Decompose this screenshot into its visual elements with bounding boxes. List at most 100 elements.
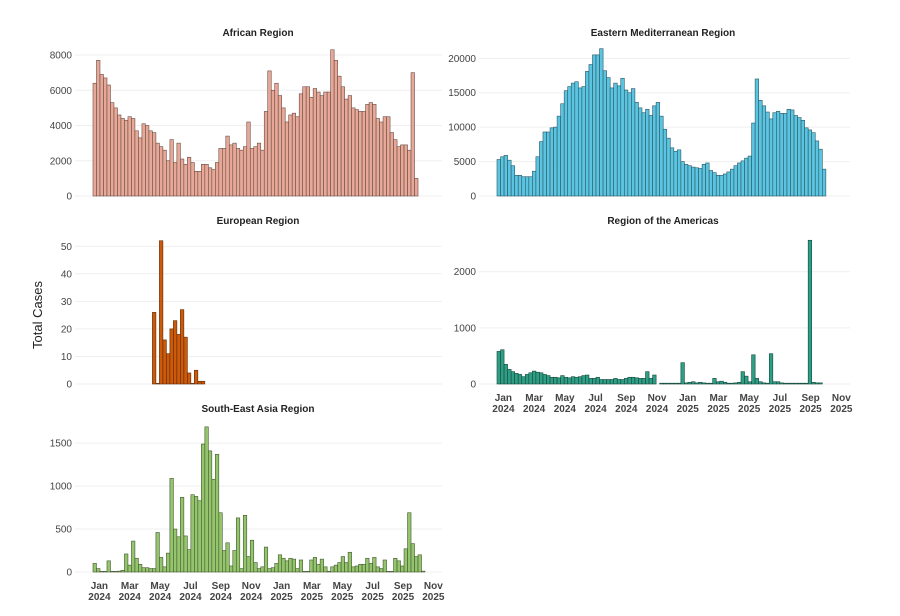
y-tick-label: 40 xyxy=(61,269,73,280)
bar xyxy=(201,443,206,573)
bar xyxy=(235,148,241,197)
y-tick-label: 6000 xyxy=(50,86,73,97)
bar xyxy=(783,113,788,197)
bar xyxy=(337,75,342,197)
bar xyxy=(288,557,293,573)
bar xyxy=(263,546,269,573)
bar xyxy=(503,155,508,197)
bar xyxy=(99,571,104,573)
bar xyxy=(190,383,195,385)
bar xyxy=(694,167,699,197)
bar xyxy=(183,163,188,197)
y-tick-label: 50 xyxy=(61,242,73,253)
x-tick-label: 2024 xyxy=(554,404,577,415)
bar xyxy=(800,382,805,385)
bar xyxy=(194,369,199,385)
bar xyxy=(761,382,767,385)
bar xyxy=(187,549,192,573)
bar xyxy=(616,85,622,197)
x-tick-label: 2024 xyxy=(210,592,233,603)
bar xyxy=(263,111,269,197)
x-tick-label: May xyxy=(555,393,575,404)
bar xyxy=(570,82,576,197)
bar xyxy=(726,382,731,385)
bar xyxy=(379,568,384,573)
bar xyxy=(389,571,394,573)
bar xyxy=(524,176,530,197)
bar xyxy=(204,426,209,573)
bar xyxy=(684,382,689,385)
bar xyxy=(323,91,328,197)
bar xyxy=(567,86,572,197)
bar xyxy=(528,176,533,197)
bar xyxy=(138,137,143,197)
y-tick-label: 0 xyxy=(66,568,72,579)
bar xyxy=(368,563,373,573)
bar xyxy=(602,379,607,385)
y-tick-label: 15000 xyxy=(448,88,476,99)
bar xyxy=(110,102,115,197)
bar xyxy=(691,166,696,197)
bar xyxy=(201,380,206,385)
bar xyxy=(680,161,685,197)
bar xyxy=(804,382,809,385)
bar xyxy=(106,560,111,573)
bar xyxy=(581,86,586,197)
bar xyxy=(222,550,227,573)
bar xyxy=(312,557,317,573)
bar xyxy=(712,172,717,197)
bar xyxy=(155,142,160,197)
bar xyxy=(595,376,600,385)
bar xyxy=(638,378,643,385)
bar xyxy=(662,382,668,385)
bar xyxy=(662,128,668,197)
bar xyxy=(804,127,809,197)
x-tick-label: May xyxy=(333,581,353,592)
bar xyxy=(131,118,136,197)
bar xyxy=(208,167,213,197)
bar xyxy=(295,568,300,573)
x-tick-label: 2024 xyxy=(492,404,515,415)
bar xyxy=(365,104,370,197)
bar xyxy=(194,496,199,573)
bar xyxy=(715,175,721,197)
x-tick-label: Mar xyxy=(303,581,321,592)
bar xyxy=(599,48,604,197)
bar xyxy=(507,369,512,385)
x-tick-label: 2024 xyxy=(584,404,607,415)
bar xyxy=(666,382,671,385)
bar xyxy=(631,376,636,385)
bar xyxy=(705,382,710,385)
bar xyxy=(333,564,338,573)
bar xyxy=(173,320,178,385)
bar xyxy=(375,566,380,573)
bar xyxy=(585,71,590,197)
bar xyxy=(166,353,171,385)
x-tick-label: 2025 xyxy=(301,592,324,603)
bar xyxy=(609,379,614,385)
bar xyxy=(553,376,558,385)
bar xyxy=(567,377,572,385)
bar xyxy=(379,121,384,197)
bar xyxy=(351,107,356,197)
bar xyxy=(532,370,537,385)
x-tick-label: 2024 xyxy=(240,592,263,603)
x-tick-label: Sep xyxy=(212,581,230,592)
bar xyxy=(305,571,310,573)
bar xyxy=(677,149,682,197)
bar xyxy=(677,382,682,385)
bar xyxy=(655,102,660,197)
bar xyxy=(592,378,597,385)
bar xyxy=(176,536,181,573)
bar xyxy=(124,553,129,573)
bar xyxy=(176,142,181,197)
bar xyxy=(351,566,356,573)
bar xyxy=(270,567,276,573)
bar xyxy=(253,562,258,573)
x-tick-label: Jan xyxy=(273,581,290,592)
bar xyxy=(723,173,728,197)
y-tick-label: 1500 xyxy=(50,439,73,450)
bar xyxy=(155,532,160,573)
bar xyxy=(606,77,611,197)
